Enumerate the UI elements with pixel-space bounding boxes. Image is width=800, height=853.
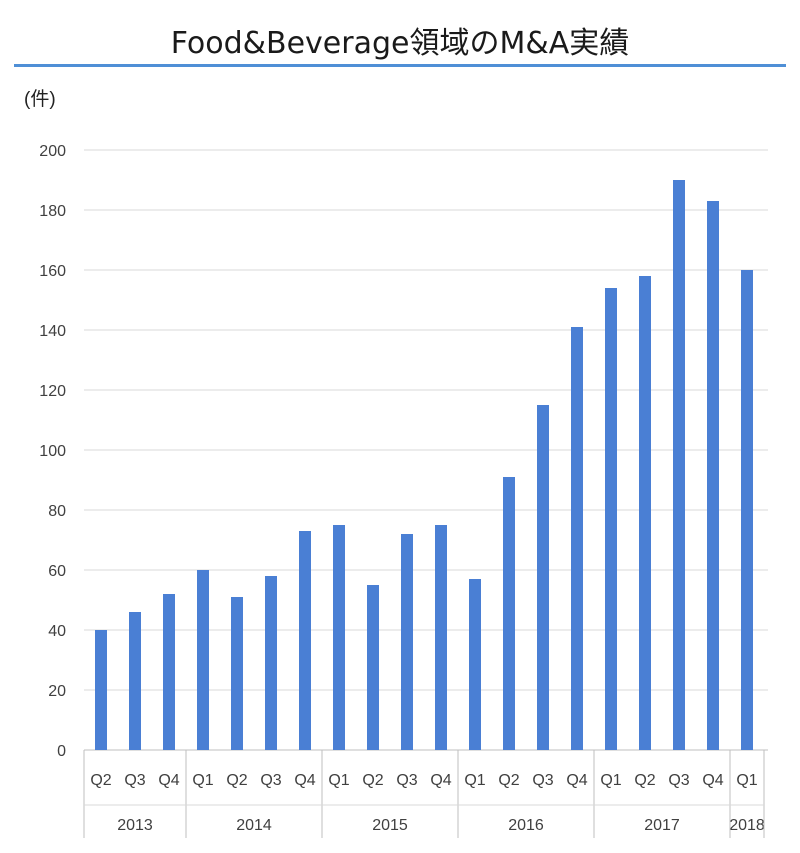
year-label: 2013 [117, 817, 153, 834]
bar [231, 597, 243, 750]
y-tick-label: 120 [39, 383, 66, 400]
year-label: 2015 [372, 817, 408, 834]
x-tick-label: Q2 [226, 772, 247, 789]
x-tick-label: Q1 [600, 772, 621, 789]
bar [129, 612, 141, 750]
y-axis-unit-label: (件) [24, 89, 56, 110]
bar [741, 270, 753, 750]
x-axis: Q2 Q3 Q4 Q1 Q2 Q3 Q4 Q1 Q2 Q3 Q4 Q1 Q2 Q3 Q4 Q1 Q2 Q3 Q4 Q1… [83, 750, 765, 838]
bar [639, 276, 651, 750]
x-tick-label: Q1 [736, 772, 757, 789]
x-tick-label: Q3 [668, 772, 689, 789]
gridlines [84, 149, 768, 751]
y-tick-label: 40 [48, 623, 66, 640]
y-tick-label: 20 [48, 683, 66, 700]
x-tick-label: Q1 [328, 772, 349, 789]
y-tick-label: 80 [48, 503, 66, 520]
bar [299, 531, 311, 750]
bar [605, 288, 617, 750]
x-tick-label: Q3 [532, 772, 553, 789]
y-tick-labels: 0 20 40 60 80 100 120 140 160 180 200 [39, 143, 66, 760]
bar [163, 594, 175, 750]
x-tick-label: Q4 [158, 772, 179, 789]
x-tick-label: Q4 [294, 772, 315, 789]
bar [571, 327, 583, 750]
x-tick-label: Q2 [362, 772, 383, 789]
bar [469, 579, 481, 750]
x-tick-label: Q3 [396, 772, 417, 789]
x-tick-label: Q2 [90, 772, 111, 789]
bar [401, 534, 413, 750]
y-tick-label: 200 [39, 143, 66, 160]
bar [503, 477, 515, 750]
y-tick-label: 0 [57, 743, 66, 760]
y-tick-label: 60 [48, 563, 66, 580]
bar [95, 630, 107, 750]
x-tick-label: Q2 [498, 772, 519, 789]
bar [367, 585, 379, 750]
bar [265, 576, 277, 750]
y-tick-label: 180 [39, 203, 66, 220]
chart-title: Food&Beverage領域のM&A実績 [170, 26, 630, 61]
bar [707, 201, 719, 750]
x-tick-label: Q4 [566, 772, 587, 789]
x-tick-label: Q4 [702, 772, 723, 789]
bar [537, 405, 549, 750]
bar [435, 525, 447, 750]
x-tick-label: Q2 [634, 772, 655, 789]
bars [95, 180, 753, 750]
bar [673, 180, 685, 750]
bar [333, 525, 345, 750]
bar [197, 570, 209, 750]
x-tick-label: Q1 [192, 772, 213, 789]
y-tick-label: 160 [39, 263, 66, 280]
x-tick-label: Q4 [430, 772, 451, 789]
title-underline [14, 64, 786, 67]
year-label: 2014 [236, 817, 272, 834]
year-label: 2017 [644, 817, 680, 834]
y-tick-label: 140 [39, 323, 66, 340]
x-tick-label: Q1 [464, 772, 485, 789]
year-label: 2018 [729, 817, 765, 834]
x-tick-label: Q3 [124, 772, 145, 789]
y-tick-label: 100 [39, 443, 66, 460]
year-label: 2016 [508, 817, 544, 834]
x-tick-label: Q3 [260, 772, 281, 789]
